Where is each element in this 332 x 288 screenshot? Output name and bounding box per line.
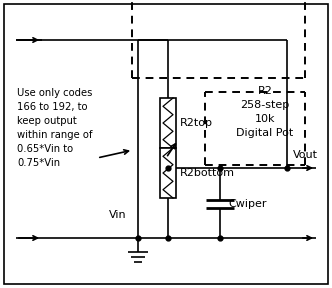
Text: R2top: R2top — [180, 118, 213, 128]
Text: Use only codes
166 to 192, to
keep output
within range of
0.65*Vin to
0.75*Vin: Use only codes 166 to 192, to keep outpu… — [17, 88, 93, 168]
Text: Cwiper: Cwiper — [228, 199, 267, 209]
Text: Vin: Vin — [109, 210, 127, 220]
Text: R2
258-step
10k
Digital Pot: R2 258-step 10k Digital Pot — [236, 86, 293, 138]
Text: Vout: Vout — [293, 150, 318, 160]
Text: R2bottom: R2bottom — [180, 168, 235, 178]
Bar — [160, 148, 176, 198]
Bar — [160, 98, 176, 148]
